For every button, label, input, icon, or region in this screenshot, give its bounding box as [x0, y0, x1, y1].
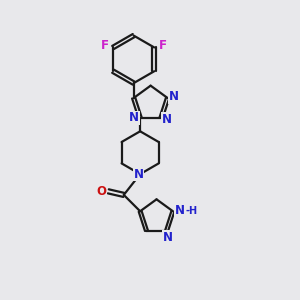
Text: N: N: [169, 90, 178, 103]
Text: F: F: [159, 40, 167, 52]
Text: O: O: [97, 185, 107, 198]
Text: N: N: [162, 113, 172, 126]
Text: N: N: [129, 111, 139, 124]
Text: N: N: [175, 204, 184, 217]
Text: F: F: [101, 40, 109, 52]
Text: N: N: [134, 168, 144, 181]
Text: -H: -H: [185, 206, 197, 216]
Text: N: N: [163, 231, 173, 244]
